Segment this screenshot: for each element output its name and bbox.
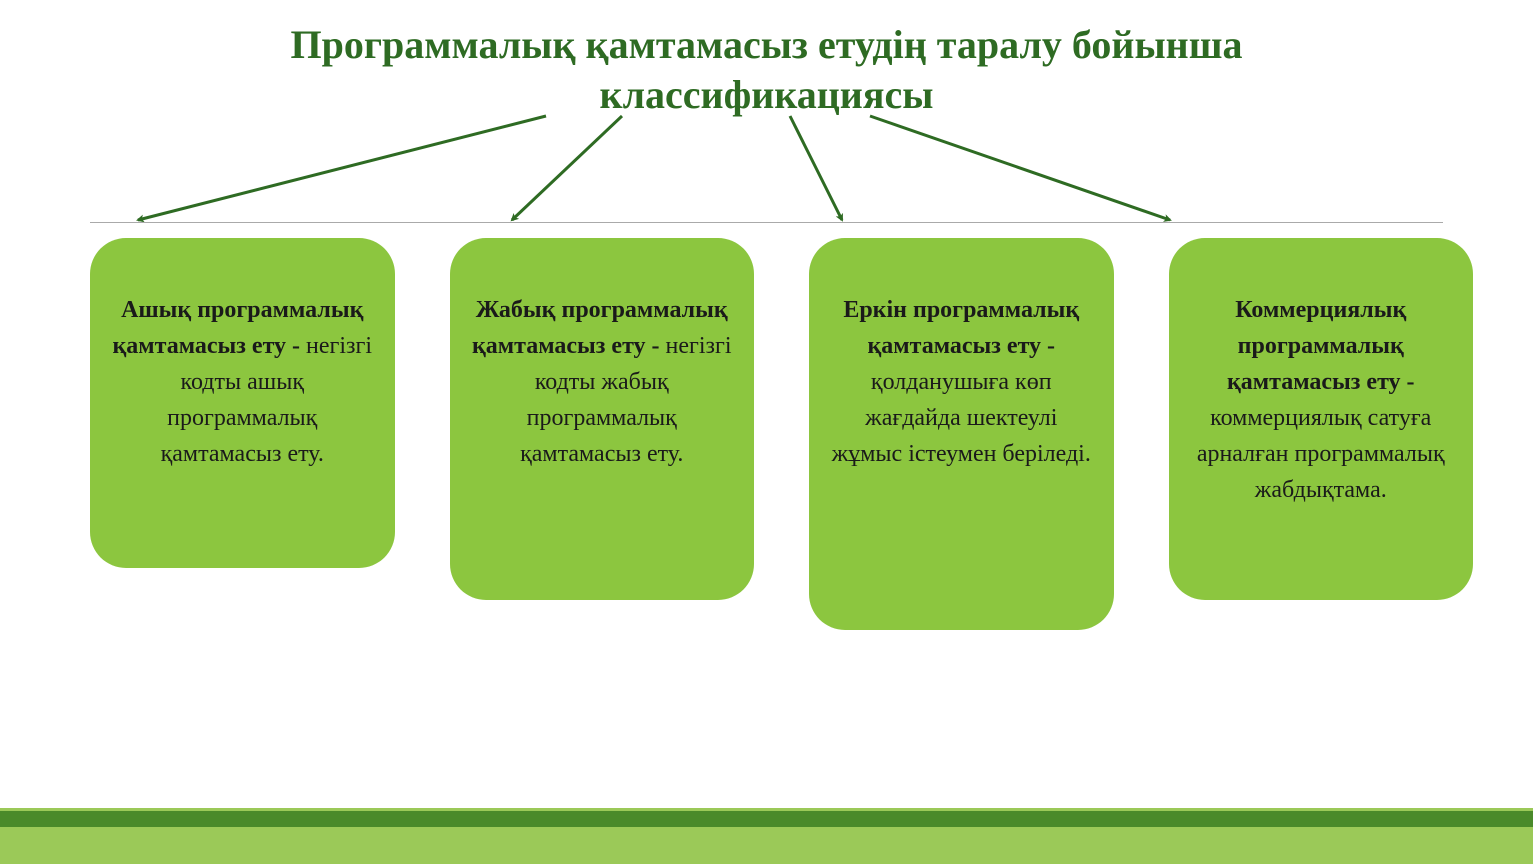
arrow-line [870,116,1170,220]
box-content: Коммерциялық программалық қамтамасыз ету… [1187,292,1456,508]
box-open-software: Ашық программалық қамтамасыз ету - негіз… [90,238,395,568]
box-content: Ашық программалық қамтамасыз ету - негіз… [108,292,377,472]
arrow-lines-group [138,116,1170,220]
arrow-line [790,116,842,220]
box-bold-text: Еркін программалық қамтамасыз ету - [843,297,1079,359]
classification-boxes: Ашық программалық қамтамасыз ету - негіз… [90,238,1473,630]
title-text: Программалық қамтамасыз етудің таралу бо… [290,22,1242,117]
box-closed-software: Жабық программалық қамтамасыз ету - негі… [450,238,755,600]
arrow-line [138,116,546,220]
box-free-software: Еркін программалық қамтамасыз ету - қолд… [809,238,1114,630]
page-title: Программалық қамтамасыз етудің таралу бо… [0,20,1533,120]
box-content: Жабық программалық қамтамасыз ету - негі… [468,292,737,472]
box-commercial-software: Коммерциялық программалық қамтамасыз ету… [1169,238,1474,600]
box-bold-text: Коммерциялық программалық қамтамасыз ету… [1227,297,1415,395]
box-content: Еркін программалық қамтамасыз ету - қолд… [827,292,1096,472]
box-body-text: коммерциялық сатуға арналған программалы… [1197,405,1445,503]
divider-line [90,222,1443,223]
box-body-text: қолданушыға көп жағдайда шектеулі жұмыс … [832,369,1091,467]
arrow-line [512,116,622,220]
footer-bar-inner [0,811,1533,827]
